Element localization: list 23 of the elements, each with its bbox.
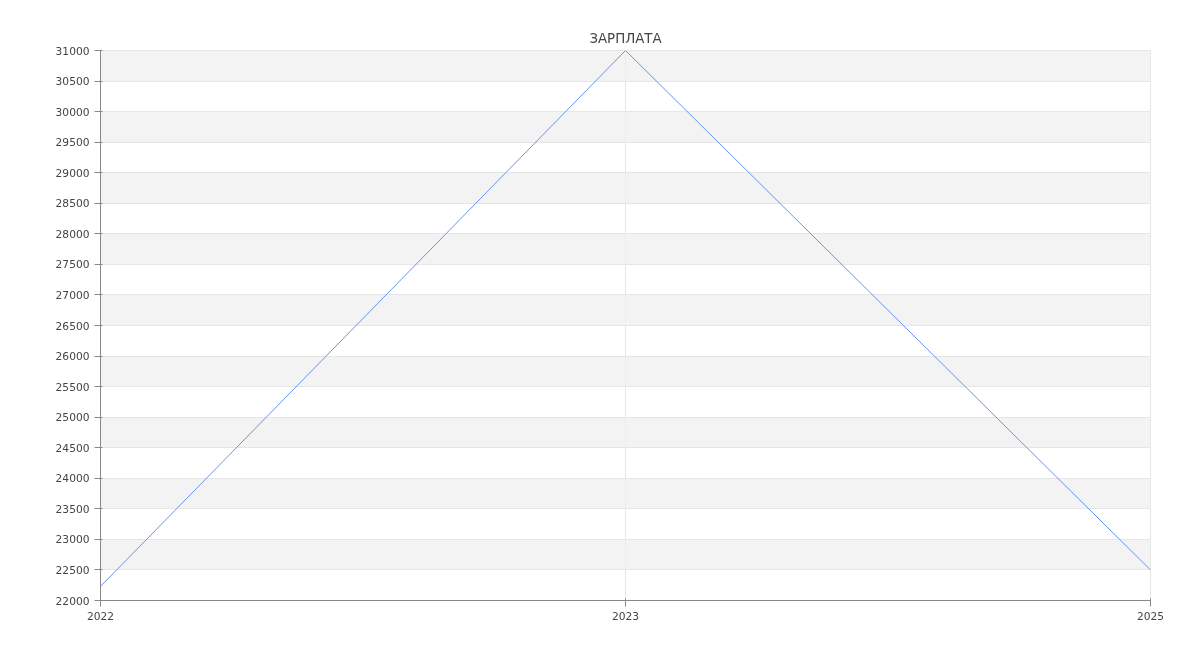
x-tick-label: 2023 [611, 609, 640, 623]
y-tick-label: 28000 [55, 227, 90, 241]
y-tick-label: 22500 [55, 563, 90, 577]
y-tick-label: 24000 [55, 472, 90, 486]
y-tick-label: 28500 [55, 197, 90, 211]
y-tick-label: 30000 [55, 105, 90, 119]
y-tick-label: 27500 [55, 258, 90, 272]
y-tick-label: 29500 [55, 136, 90, 150]
y-tick-label: 23000 [55, 533, 90, 547]
y-tick-label: 25000 [55, 411, 90, 425]
y-tick-label: 26000 [55, 350, 90, 364]
y-tick-label: 24500 [55, 441, 90, 455]
y-tick-label: 29000 [55, 166, 90, 180]
y-tick-label: 31000 [55, 44, 90, 58]
y-tick-label: 23500 [55, 502, 90, 516]
x-tick-label: 2022 [86, 609, 115, 623]
chart-title: ЗАРПЛАТА [589, 30, 662, 46]
y-tick-label: 22000 [55, 594, 90, 608]
y-tick-label: 26500 [55, 319, 90, 333]
x-tick-label: 2025 [1136, 609, 1165, 623]
y-tick-label: 25500 [55, 380, 90, 394]
y-tick-label: 30500 [55, 75, 90, 89]
y-tick-label: 27000 [55, 288, 90, 302]
